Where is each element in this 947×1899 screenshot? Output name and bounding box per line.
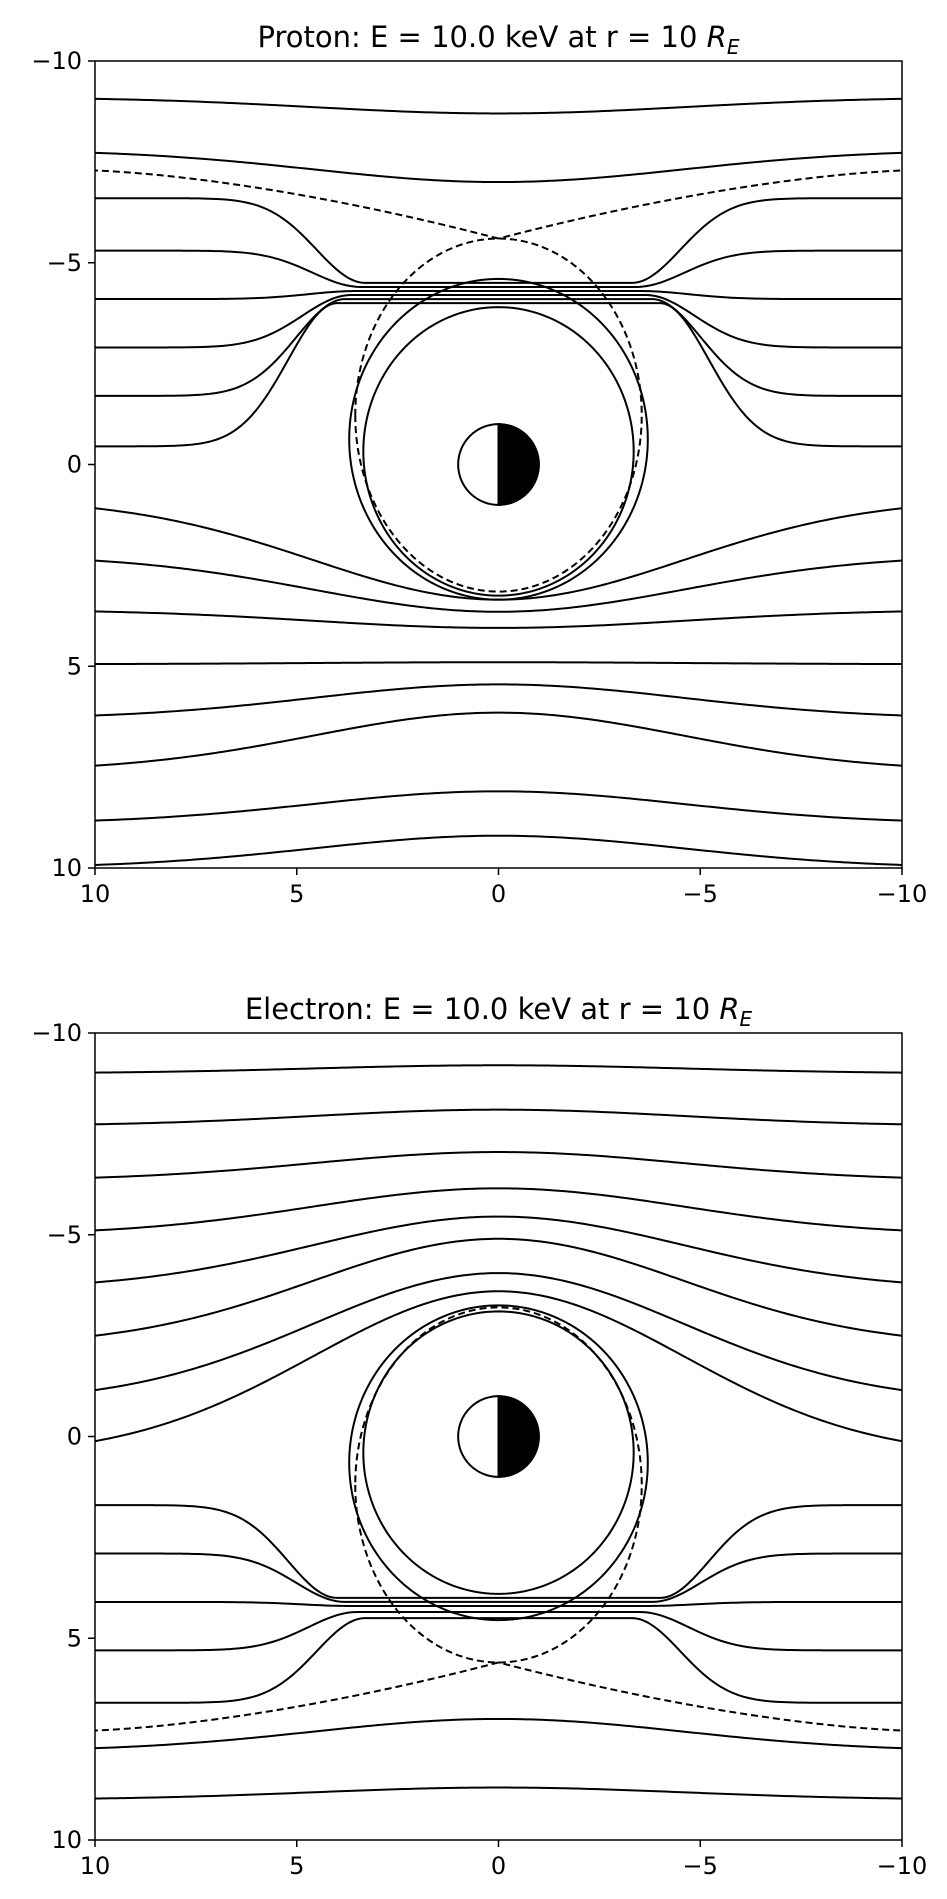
chart-title-subscript: E (727, 35, 740, 59)
closed-drift-contour (362, 1310, 635, 1595)
contour-group (95, 1064, 902, 1800)
subplot-1: 10 5 0 −5 −10 −10 −5 0 5 10 Proton: E = 10.0 keV a… (31, 20, 927, 908)
separatrix (498, 1661, 902, 1732)
separatrix-loop (354, 1306, 643, 1664)
x-tick-label: 0 (491, 1852, 506, 1880)
subplot-2: 10 5 0 −5 −10 −10 −5 0 5 10 Electron: E = 10.0 keV… (31, 992, 927, 1880)
drift-contour (95, 834, 902, 866)
separatrix (95, 169, 499, 240)
drift-contour (95, 302, 902, 448)
drift-contour (95, 1151, 902, 1179)
x-tick-label: 10 (80, 880, 111, 908)
drift-contour (95, 683, 902, 717)
y-tick-label: 5 (67, 1624, 82, 1652)
y-tick-label: 10 (51, 1826, 82, 1854)
drift-contour (95, 1064, 902, 1074)
earth-nightside (497, 423, 540, 506)
drift-contour (95, 1600, 902, 1607)
drift-contour (95, 1611, 902, 1652)
x-tick-label: 5 (289, 1852, 304, 1880)
x-tick-label: −10 (877, 1852, 928, 1880)
y-tick-label: −10 (31, 47, 82, 75)
chart-title-symbol: R (719, 992, 739, 1026)
drift-contour (95, 1617, 902, 1704)
x-tick-label: −5 (683, 1852, 718, 1880)
drift-contour (95, 298, 902, 397)
drift-contour (95, 610, 902, 629)
x-tick-label: 10 (80, 1852, 111, 1880)
drift-contour (95, 294, 902, 349)
x-tick-label: −5 (683, 880, 718, 908)
drift-contour (95, 151, 902, 184)
y-tick-label: 0 (67, 1423, 82, 1451)
y-tick-label: −10 (31, 1019, 82, 1047)
chart-title-subscript: E (740, 1007, 753, 1031)
earth-nightside (497, 1395, 540, 1478)
drift-contour (95, 97, 902, 115)
x-tick-label: −10 (877, 880, 928, 908)
drift-contour (95, 661, 902, 666)
drift-contour (95, 197, 902, 284)
chart-title-symbol: R (707, 20, 727, 54)
drift-contour (95, 1717, 902, 1750)
y-tick-label: 0 (67, 451, 82, 479)
x-tick-label: 5 (289, 880, 304, 908)
drift-contour (95, 1272, 902, 1392)
chart-title-text: Electron: E = 10.0 keV at r = 10 (245, 992, 720, 1026)
y-tick-label: 10 (51, 854, 82, 882)
closed-drift-contour (348, 277, 649, 601)
drift-contour (95, 711, 902, 767)
y-tick-label: 5 (67, 652, 82, 680)
chart-title: Proton: E = 10.0 keV at r = 10 RE (258, 20, 740, 59)
contour-group (95, 97, 902, 866)
closed-drift-contour (362, 306, 635, 597)
drift-contour (95, 790, 902, 822)
drift-contour (95, 559, 902, 613)
chart-title-text: Proton: E = 10.0 keV at r = 10 (258, 20, 707, 54)
drift-contour (95, 1237, 902, 1337)
y-tick-label: −5 (47, 1221, 82, 1249)
drift-contour (95, 1552, 902, 1603)
drift-contour (95, 1215, 902, 1284)
separatrix (95, 1661, 499, 1732)
x-tick-label: 0 (491, 880, 506, 908)
y-tick-label: −5 (47, 249, 82, 277)
closed-drift-contour (348, 1304, 649, 1622)
drift-contour (95, 249, 902, 288)
drift-contour (95, 1187, 902, 1232)
drift-contour (95, 1504, 902, 1599)
drift-contour (95, 507, 902, 601)
drift-contour (95, 290, 902, 301)
drift-contour (95, 1786, 902, 1800)
drift-contour (95, 1108, 902, 1126)
drift-contour (95, 1290, 902, 1443)
separatrix (498, 169, 902, 240)
chart-title: Electron: E = 10.0 keV at r = 10 RE (245, 992, 753, 1031)
